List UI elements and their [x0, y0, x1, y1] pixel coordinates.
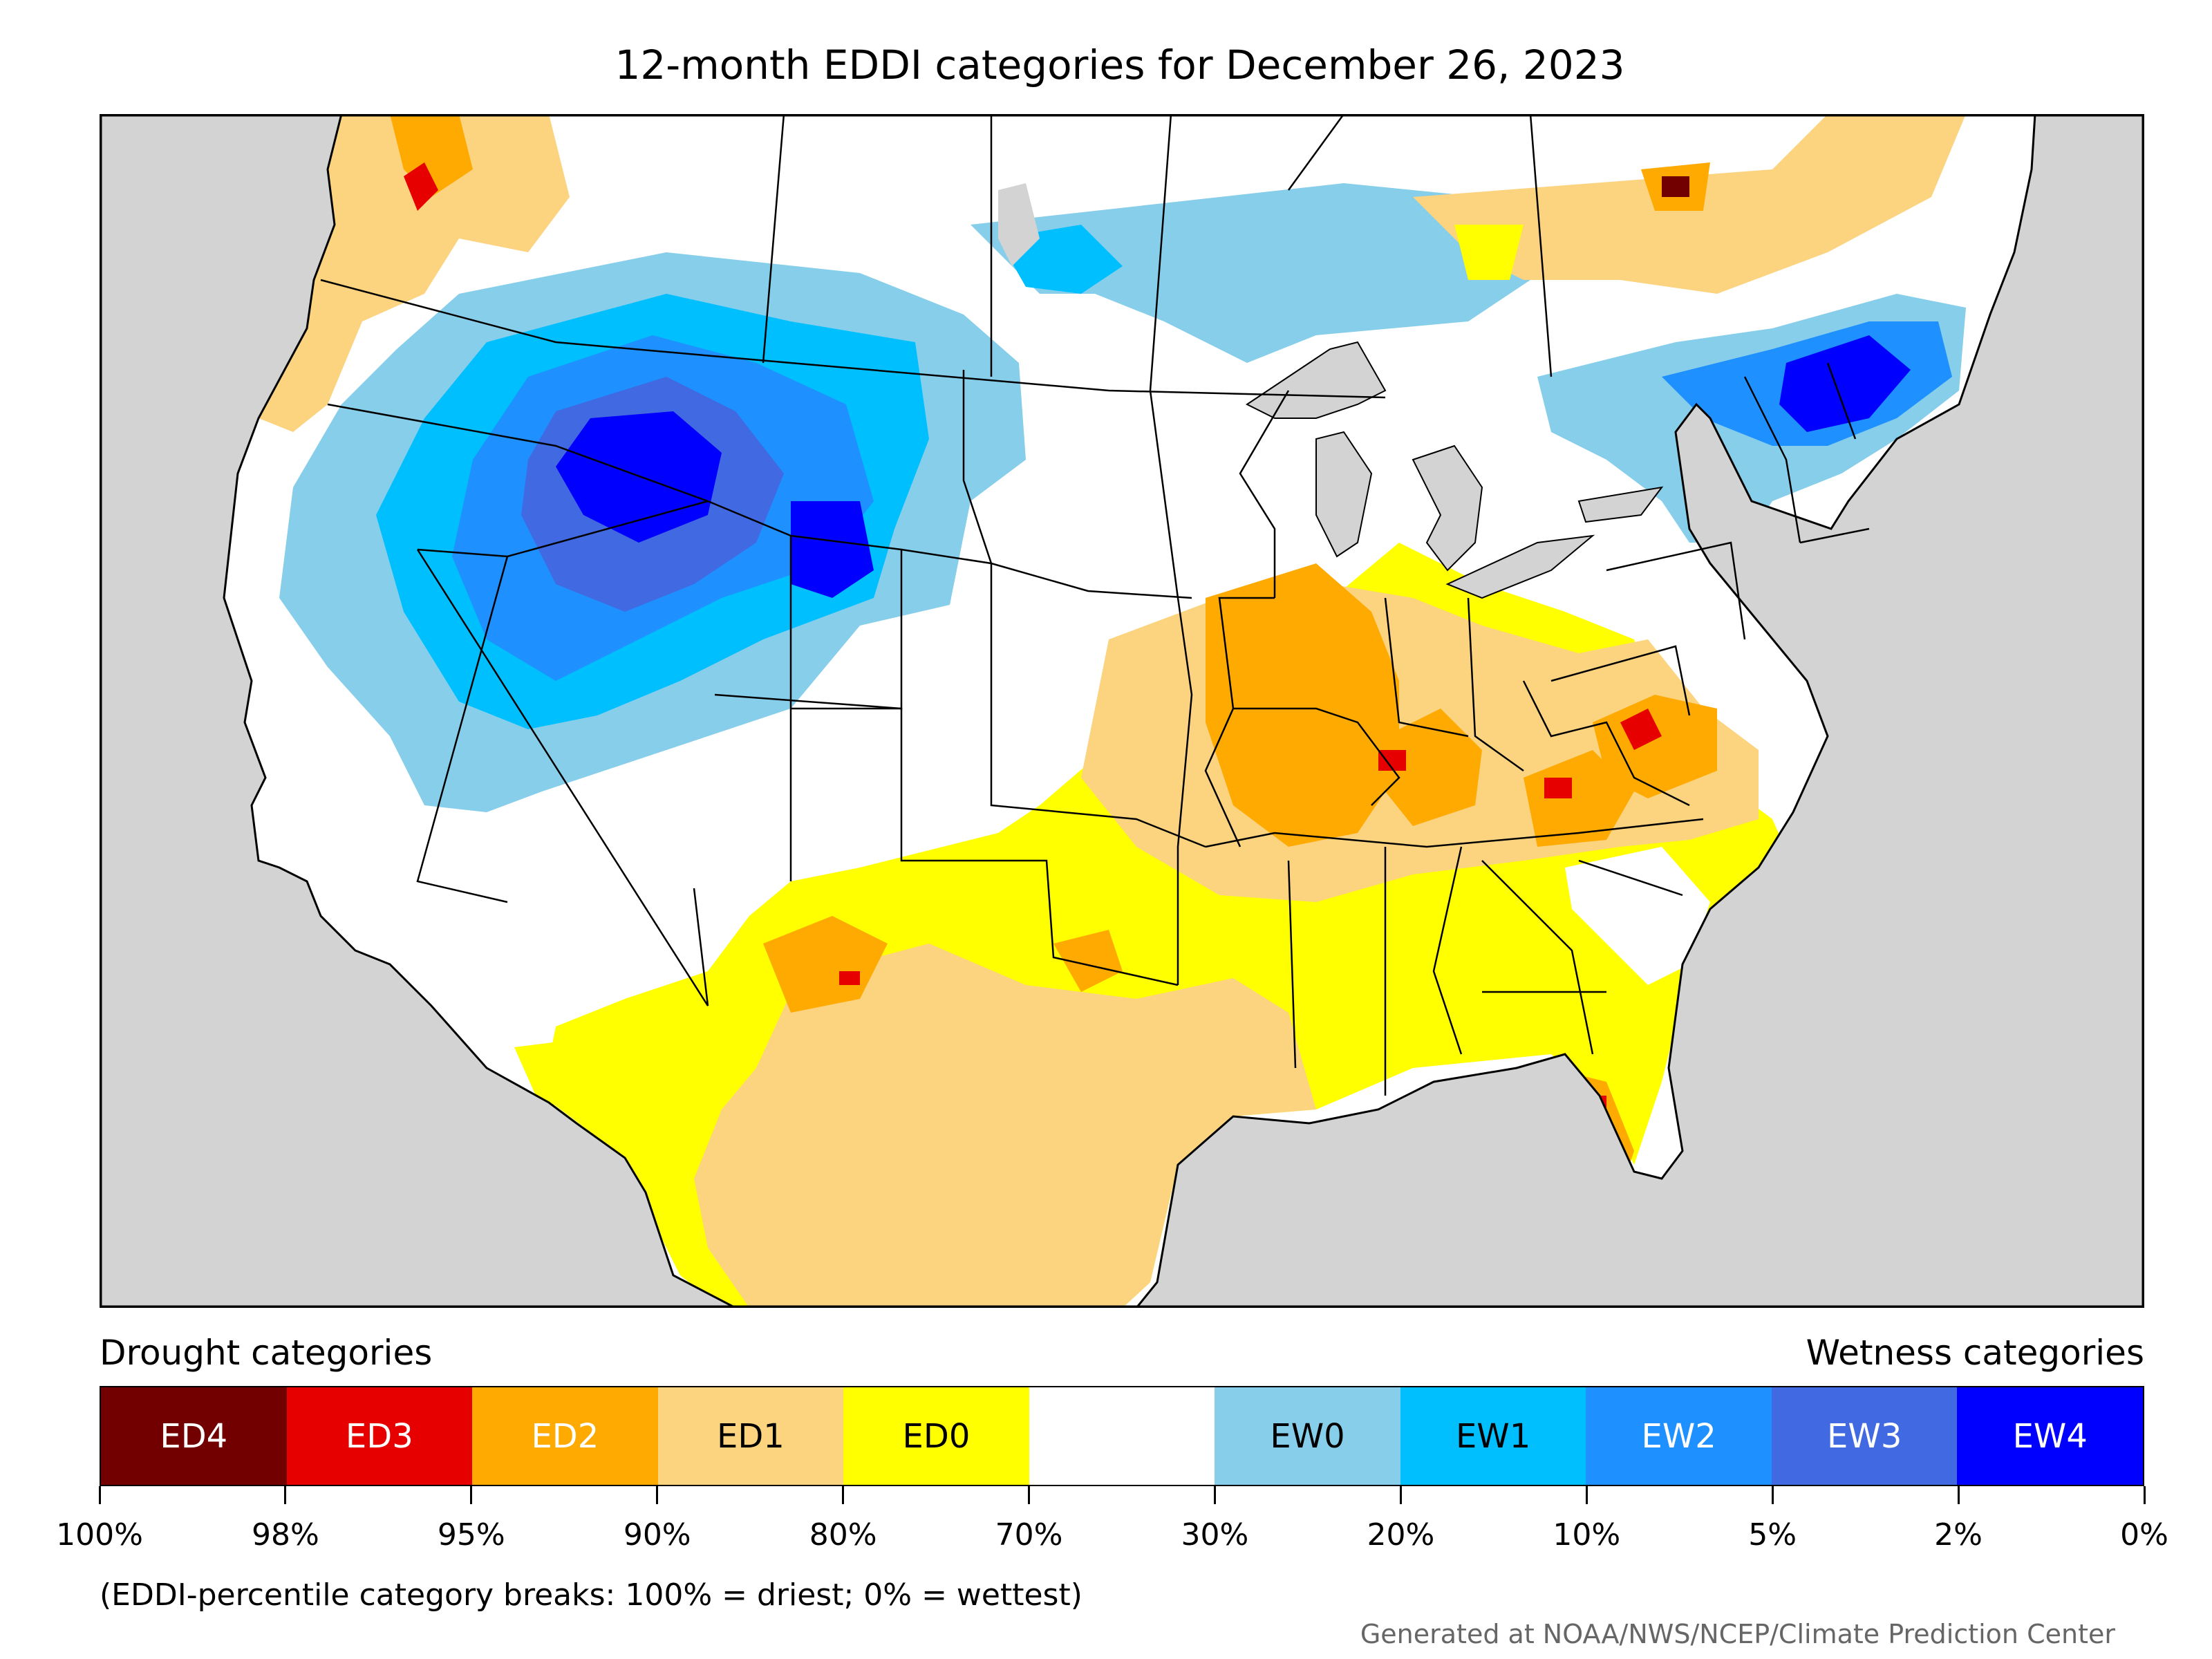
colorbar-tick-label: 100% [56, 1517, 143, 1553]
wetness-heading: Wetness categories [1806, 1333, 2144, 1373]
category-swatch: ED1 [657, 1387, 844, 1485]
colorbar-tick-label: 0% [2120, 1517, 2168, 1553]
hudson-bay-lake [998, 183, 1040, 266]
category-swatch: EW3 [1771, 1387, 1958, 1485]
map-title: 12-month EDDI categories for December 26… [615, 41, 1625, 88]
category-colorbar: ED4 ED3 ED2 ED1 ED0 EW0 EW1 EW2 EW3 EW4 [100, 1386, 2144, 1486]
drought-heading: Drought categories [100, 1333, 433, 1373]
colorbar-tick-label: 80% [809, 1517, 877, 1553]
category-swatch [1029, 1387, 1215, 1485]
category-note: (EDDI-percentile category breaks: 100% =… [100, 1577, 1082, 1613]
category-swatch: ED3 [286, 1387, 473, 1485]
colorbar-tick [284, 1486, 287, 1504]
map-canvas [100, 114, 2144, 1308]
colorbar-tick [656, 1486, 659, 1504]
colorbar-tick-label: 20% [1367, 1517, 1435, 1553]
colorbar-tick-label: 95% [437, 1517, 505, 1553]
colorbar-tick [98, 1486, 101, 1504]
credit-line: Generated at NOAA/NWS/NCEP/Climate Predi… [1360, 1619, 2115, 1649]
colorbar-tick [1957, 1486, 1960, 1504]
colorbar-tick [2143, 1486, 2146, 1504]
category-swatch: EW0 [1215, 1387, 1400, 1485]
category-swatch: EW4 [1957, 1387, 2144, 1485]
colorbar-tick [1213, 1486, 1216, 1504]
colorbar-tick [1399, 1486, 1402, 1504]
colorbar-tick [1585, 1486, 1588, 1504]
category-swatch: EW2 [1586, 1387, 1772, 1485]
colorbar-tick-label: 10% [1553, 1517, 1621, 1553]
category-swatch: ED4 [101, 1387, 287, 1485]
map-border [100, 114, 2144, 1308]
colorbar-tick-label: 30% [1181, 1517, 1249, 1553]
category-swatch: EW1 [1400, 1387, 1586, 1485]
colorbar-tick-label: 98% [252, 1517, 319, 1553]
colorbar-tick-label: 70% [995, 1517, 1063, 1553]
colorbar-tick-label: 2% [1934, 1517, 1983, 1553]
category-swatch: ED0 [843, 1387, 1029, 1485]
colorbar-tick-label: 90% [623, 1517, 691, 1553]
colorbar-tick-label: 5% [1748, 1517, 1797, 1553]
political-borders [320, 114, 1870, 1096]
colorbar-tick [470, 1486, 473, 1504]
colorbar-ticks [98, 1486, 2146, 1507]
colorbar-tick [1771, 1486, 1774, 1504]
category-swatch: ED2 [472, 1387, 658, 1485]
eddi-map [100, 114, 2144, 1308]
colorbar-tick [1028, 1486, 1031, 1504]
colorbar-tick [842, 1486, 845, 1504]
